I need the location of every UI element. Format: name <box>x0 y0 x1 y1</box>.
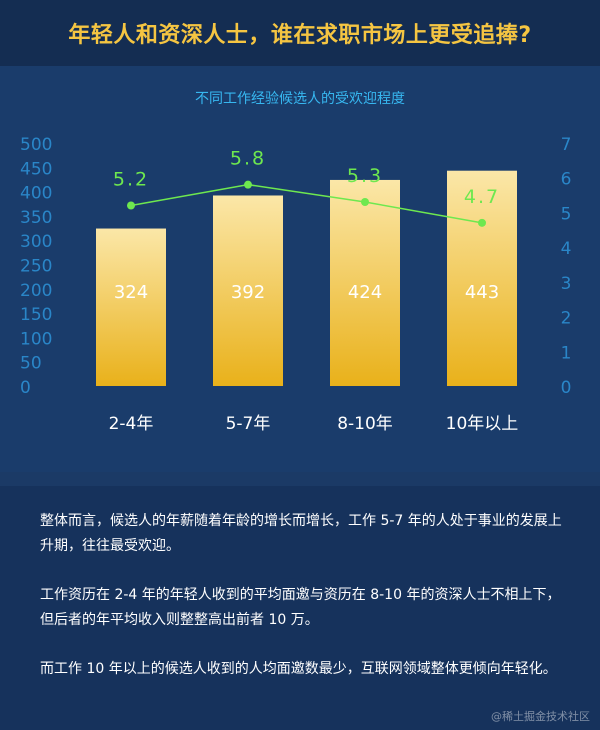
bar-value-label: 443 <box>465 282 499 303</box>
y-axis-tick-label: 350 <box>20 208 52 228</box>
watermark: @稀土掘金技术社区 <box>491 710 590 723</box>
summary-paragraph-1: 整体而言，候选人的年薪随着年龄的增长而增长，工作 5-7 年的人处于事业的发展上… <box>40 513 562 554</box>
y-axis-tick-label: 150 <box>20 305 52 325</box>
x-axis-category-label: 8-10年 <box>337 414 393 434</box>
line-value-label: 5.8 <box>230 148 266 170</box>
line-value-label: 5.2 <box>113 168 149 190</box>
summary-paragraph-2: 工作资历在 2-4 年的年轻人收到的平均面邀与资历在 8-10 年的资深人士不相… <box>40 587 561 628</box>
bar-value-label: 424 <box>348 282 382 303</box>
x-axis-category-label: 10年以上 <box>446 414 519 434</box>
page-title: 年轻人和资深人士，谁在求职市场上更受追捧? <box>68 23 532 48</box>
y-axis-tick-label: 250 <box>20 257 52 277</box>
y2-axis-tick-label: 1 <box>561 343 572 363</box>
y-axis-tick-label: 100 <box>20 329 52 349</box>
y2-axis-tick-label: 6 <box>561 170 572 190</box>
bar <box>447 170 517 386</box>
chart-title: 不同工作经验候选人的受欢迎程度 <box>195 91 405 107</box>
line-value-label: 5.3 <box>347 165 383 187</box>
y-axis-tick-label: 450 <box>20 159 52 179</box>
x-axis-category-label: 5-7年 <box>226 414 271 434</box>
line-point <box>361 198 369 207</box>
bar <box>213 195 283 386</box>
y-axis-tick-label: 400 <box>20 184 52 204</box>
chart: 0 50 100 150 200 250 300 350 400 450 500 0 1 2 3 4 5 6 7 32… <box>20 135 572 434</box>
line-value-label: 4.7 <box>464 186 500 208</box>
y2-axis-tick-label: 3 <box>561 274 572 294</box>
y2-axis-tick-label: 4 <box>561 239 572 259</box>
x-axis-category-label: 2-4年 <box>109 414 154 434</box>
line-point <box>478 218 486 227</box>
y2-axis-tick-label: 2 <box>561 309 572 329</box>
y2-axis-tick-label: 0 <box>561 378 572 398</box>
summary-paragraph-3: 而工作 10 年以上的候选人收到的人均面邀数最少，互联网领域整体更倾向年轻化。 <box>40 661 557 677</box>
bar <box>330 179 400 386</box>
bar-value-label: 324 <box>114 282 148 303</box>
y-axis-tick-label: 50 <box>20 354 42 374</box>
bar-value-label: 392 <box>231 282 265 303</box>
y2-axis-tick-label: 5 <box>561 204 572 224</box>
bar <box>96 228 166 386</box>
y-axis-tick-label: 300 <box>20 232 52 252</box>
line-point <box>244 180 252 189</box>
y-axis-tick-label: 200 <box>20 281 52 301</box>
header: 年轻人和资深人士，谁在求职市场上更受追捧? <box>0 0 600 66</box>
y-axis-tick-label: 0 <box>20 378 31 398</box>
y2-axis-tick-label: 7 <box>561 135 572 155</box>
line-point <box>127 201 135 210</box>
line-series <box>130 183 483 224</box>
y-axis-tick-label: 500 <box>20 135 52 155</box>
summary-panel <box>0 486 600 730</box>
